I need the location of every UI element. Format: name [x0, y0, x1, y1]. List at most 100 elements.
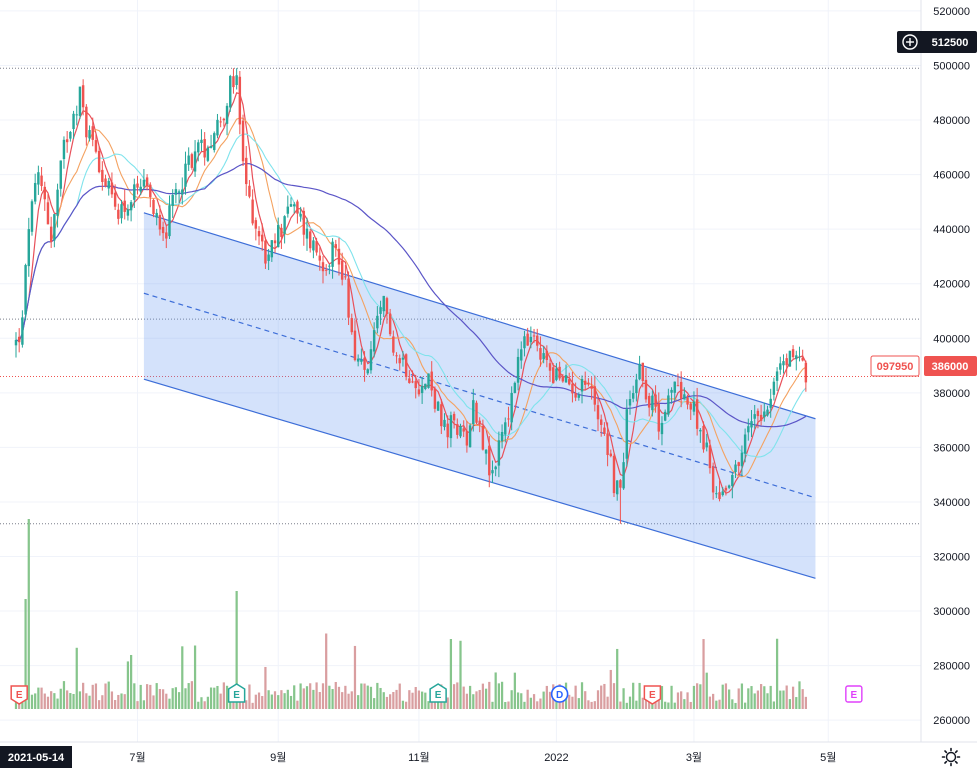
volume-bar	[484, 688, 488, 709]
volume-bar	[309, 683, 312, 709]
candle-body	[142, 179, 146, 187]
candle-body	[350, 318, 353, 333]
time-tick-label: 5월	[820, 751, 836, 764]
candle-body	[296, 201, 299, 214]
price-axis[interactable]: 520000 500000 480000 460000 440000 420000 4000…	[933, 6, 970, 727]
volume-bar	[129, 654, 133, 709]
volume-bar	[21, 698, 24, 709]
candle-body	[363, 357, 366, 370]
volume-bar	[593, 701, 596, 709]
volume-bar	[257, 692, 261, 709]
candle-body	[756, 410, 760, 417]
event-marker-dividend[interactable]: D	[550, 685, 569, 703]
earnings-icon	[429, 683, 447, 703]
crosshair-price-tag[interactable]: 512500	[897, 31, 977, 53]
price-tick-label: 520000	[933, 6, 970, 18]
price-tick-label: 440000	[933, 224, 970, 236]
add-alert-plus-icon[interactable]	[902, 34, 918, 50]
volume-bar	[126, 661, 130, 709]
volume-bar	[88, 695, 91, 709]
candle-body	[689, 403, 692, 410]
candle-body	[740, 452, 744, 467]
volume-bar	[56, 698, 59, 709]
event-marker-earnings-up[interactable]: E	[429, 683, 447, 703]
candle-body	[683, 394, 686, 400]
candle-body	[222, 118, 226, 121]
candle-body	[149, 184, 152, 198]
settings-gear-icon[interactable]	[941, 747, 961, 767]
horizontal-levels	[0, 67, 921, 525]
candle-body	[75, 114, 78, 116]
volume-bar	[580, 682, 584, 709]
volume-bar	[433, 700, 437, 709]
candle-body	[536, 335, 539, 346]
candle-body	[120, 204, 123, 219]
candle-body	[404, 354, 408, 377]
volume-bar	[331, 689, 334, 709]
volume-bar	[177, 692, 181, 709]
volume-bar	[584, 691, 587, 709]
volume-bar	[24, 599, 27, 709]
candle-body	[619, 480, 622, 488]
candle-body	[766, 409, 769, 416]
price-tick-label: 360000	[933, 442, 970, 454]
candle-body	[772, 381, 776, 395]
candle-body	[168, 205, 171, 237]
candle-body	[475, 402, 478, 423]
candle-body	[663, 411, 667, 421]
volume-bar	[62, 681, 66, 709]
candle-body	[628, 399, 632, 406]
event-marker-earnings-down[interactable]: E	[10, 685, 28, 705]
volume-bar	[235, 591, 238, 709]
volume-bar	[392, 691, 395, 709]
regression-channel[interactable]	[143, 212, 816, 579]
volume-bar	[408, 690, 411, 709]
volume-bar	[702, 639, 705, 709]
volume-bar	[165, 693, 168, 709]
volume-bar	[510, 690, 513, 709]
candle-body	[171, 194, 174, 207]
candle-body	[366, 369, 369, 374]
volume-bar	[632, 682, 635, 709]
volume-bar	[104, 683, 107, 709]
candle-body	[561, 377, 565, 382]
candle-body	[347, 278, 350, 318]
candle-body	[705, 442, 708, 448]
volume-bar	[478, 689, 481, 709]
volume-bar	[603, 683, 606, 709]
event-marker-earnings-up[interactable]: E	[227, 683, 246, 703]
candle-body	[791, 349, 795, 358]
time-tick-label: 11월	[408, 751, 430, 764]
volume-bar	[708, 696, 712, 709]
candle-body	[97, 150, 101, 173]
candle-body	[692, 401, 696, 412]
candle-body	[635, 379, 638, 394]
volume-bar	[94, 683, 98, 709]
channel-lower-line[interactable]	[143, 378, 816, 579]
channel-mid-line[interactable]	[143, 292, 816, 499]
price-tick-label: 460000	[933, 170, 970, 182]
volume-bar	[328, 685, 331, 709]
channel-upper-line[interactable]	[143, 212, 816, 420]
time-axis[interactable]: 7월 9월 11월 2022 3월 5월	[129, 751, 836, 764]
candle-body	[318, 255, 322, 261]
candle-body	[641, 362, 644, 381]
event-marker-earnings-future[interactable]: E	[845, 685, 863, 703]
candle-body	[548, 363, 552, 371]
candle-body	[718, 492, 721, 500]
candle-body	[206, 147, 210, 161]
event-marker-earnings-down[interactable]: E	[643, 685, 662, 705]
volume-bar	[542, 691, 545, 709]
volume-bar	[766, 693, 769, 709]
candle-body	[731, 474, 734, 487]
volume-bar	[145, 684, 149, 709]
candle-body	[779, 363, 782, 370]
price-tick-label: 380000	[933, 388, 970, 400]
candle-body	[126, 209, 130, 216]
volume-bar	[184, 688, 187, 709]
volume-bar	[616, 648, 619, 709]
candle-body	[478, 420, 481, 425]
